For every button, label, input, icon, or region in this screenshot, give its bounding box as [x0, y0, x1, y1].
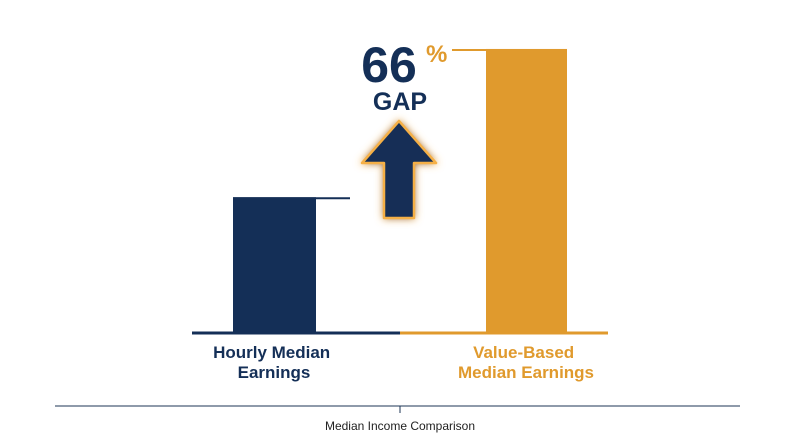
category-label-hourly-line-1: Hourly Median: [213, 343, 330, 362]
gap-percentage-unit: %: [426, 41, 447, 68]
x-axis-title: Median Income Comparison: [325, 419, 475, 433]
category-label-value-based: Value-Based Median Earnings: [458, 343, 594, 382]
category-label-hourly: Hourly Median Earnings: [213, 343, 335, 382]
gap-label: GAP: [373, 88, 427, 116]
bar-hourly-median-earnings: [233, 197, 316, 332]
category-label-hourly-line-2: Earnings: [238, 363, 311, 382]
gap-percentage-value: 66: [361, 37, 417, 93]
category-label-value-based-line-2: Median Earnings: [458, 363, 594, 382]
bar-value-based-median-earnings: [486, 48, 567, 333]
gap-up-arrow-icon: [360, 119, 438, 220]
category-label-value-based-line-1: Value-Based: [473, 343, 574, 362]
